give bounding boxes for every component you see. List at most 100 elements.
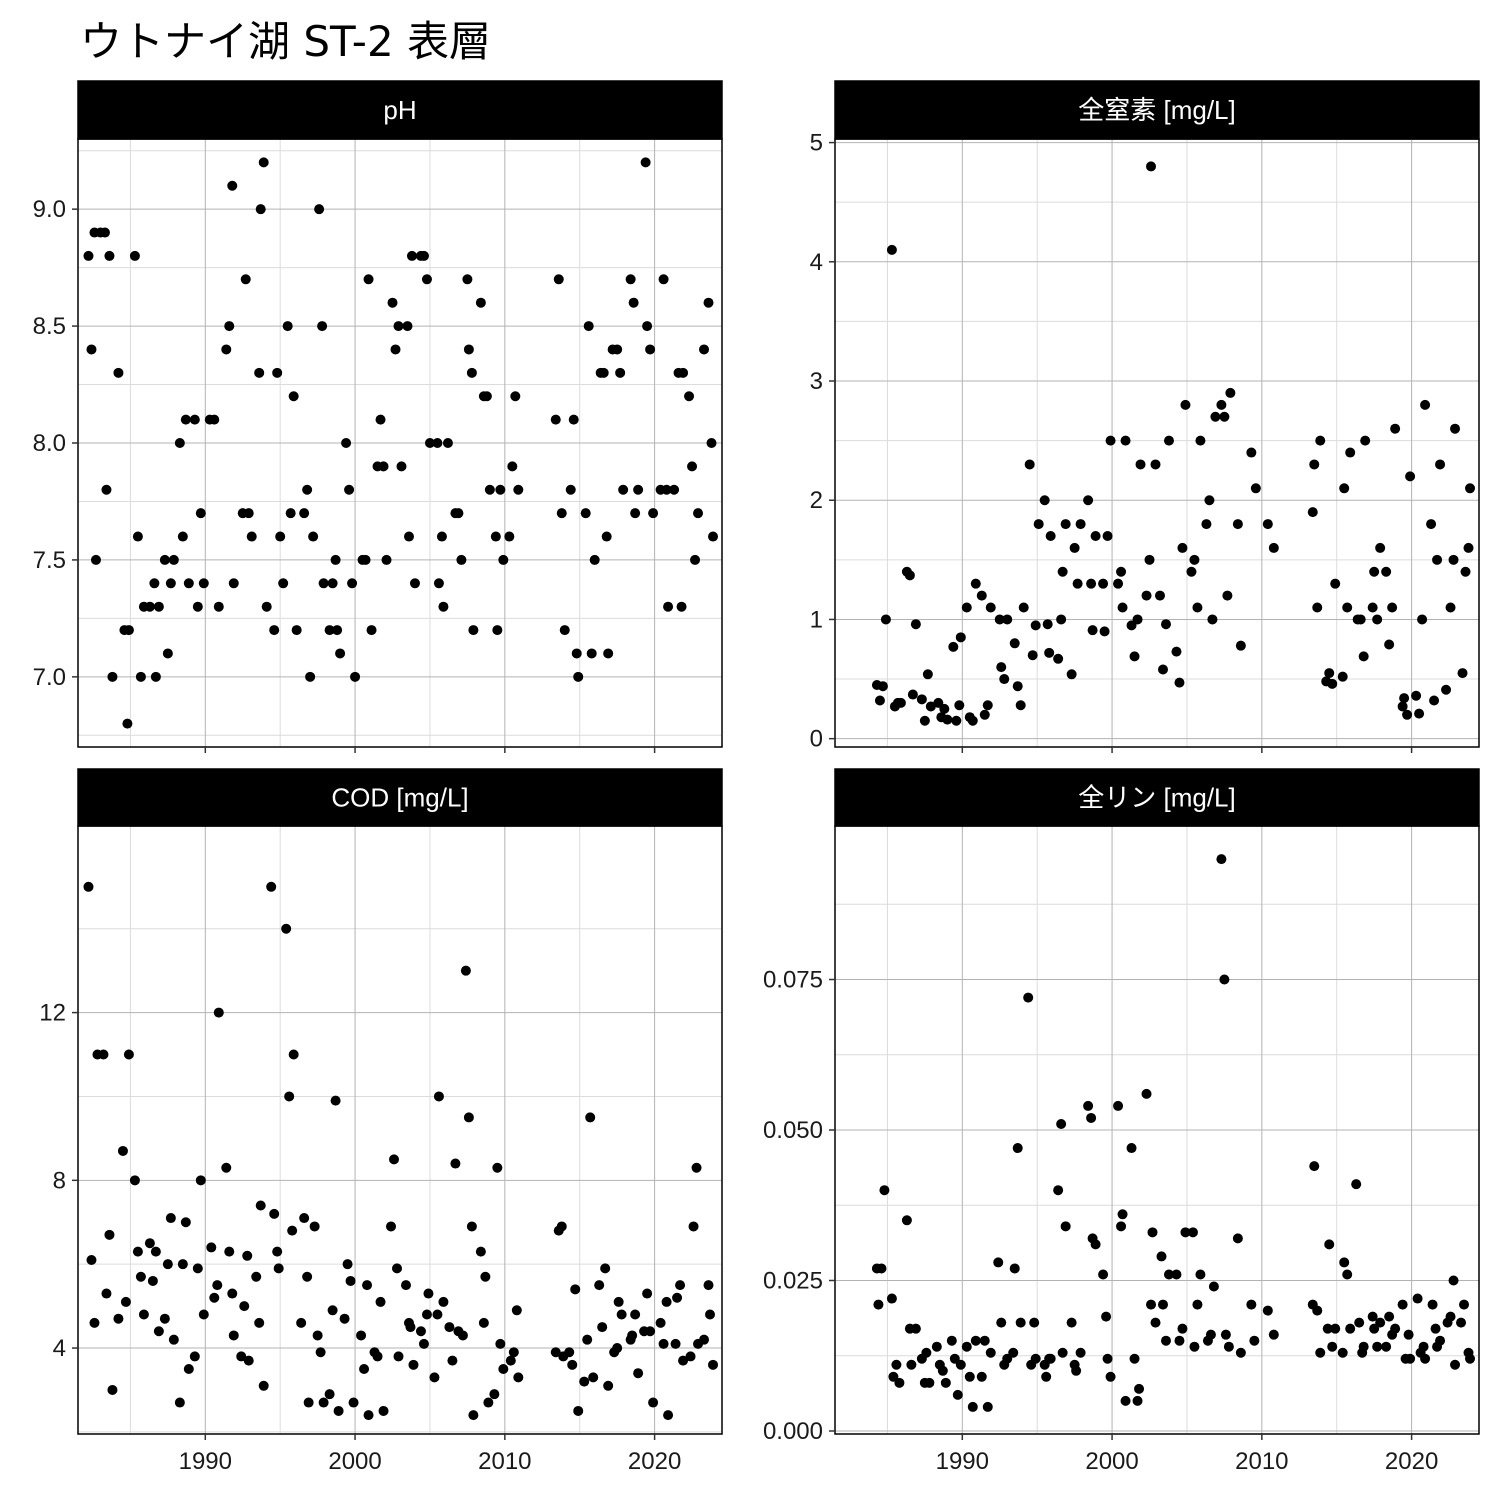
data-point	[174, 1397, 185, 1408]
data-point	[877, 681, 888, 692]
data-point	[955, 1359, 966, 1370]
data-point	[571, 648, 582, 659]
data-point	[1192, 602, 1203, 613]
data-point	[663, 1410, 674, 1421]
data-point	[874, 695, 885, 706]
data-point	[1002, 614, 1013, 625]
data-point	[1342, 1269, 1353, 1280]
data-point	[275, 531, 286, 542]
data-point	[1101, 1311, 1112, 1322]
data-point	[688, 1221, 699, 1232]
data-point	[1262, 519, 1273, 530]
data-point	[350, 671, 361, 682]
data-point	[1195, 1269, 1206, 1280]
data-point	[393, 321, 404, 332]
data-point	[403, 531, 414, 542]
data-point	[405, 1322, 416, 1333]
data-point	[168, 554, 179, 565]
data-point	[976, 1371, 987, 1382]
data-point	[489, 1389, 500, 1400]
y-tick-label: 2	[810, 487, 823, 514]
data-point	[86, 1254, 97, 1265]
data-point	[895, 697, 906, 708]
data-point	[438, 601, 449, 612]
data-point	[1358, 651, 1369, 662]
data-point	[1180, 399, 1191, 410]
data-point	[251, 1271, 262, 1282]
data-point	[1235, 1347, 1246, 1358]
data-point	[699, 1334, 710, 1345]
data-point	[308, 531, 319, 542]
data-point	[299, 508, 310, 519]
data-point	[645, 1326, 656, 1337]
data-point	[1459, 1299, 1470, 1310]
data-point	[303, 1397, 314, 1408]
data-point	[183, 578, 194, 589]
data-point	[135, 671, 146, 682]
data-point	[1015, 700, 1026, 711]
y-tick-label: 4	[53, 1335, 66, 1362]
data-point	[408, 1359, 419, 1370]
data-point	[1330, 578, 1341, 589]
data-point	[492, 1162, 503, 1173]
data-point	[1354, 1317, 1365, 1328]
data-point	[409, 578, 420, 589]
data-point	[904, 570, 915, 581]
data-point	[585, 1112, 596, 1123]
data-point	[1042, 619, 1053, 630]
data-point	[1324, 668, 1335, 679]
data-point	[104, 250, 115, 261]
data-point	[999, 674, 1010, 685]
data-point	[603, 648, 614, 659]
page-title: ウトナイ湖 ST-2 表層	[80, 17, 492, 66]
data-point	[1315, 435, 1326, 446]
data-point	[553, 274, 564, 285]
data-point	[1429, 695, 1440, 706]
data-point	[159, 554, 170, 565]
data-point	[132, 531, 143, 542]
data-point	[1387, 602, 1398, 613]
data-point	[1405, 1353, 1416, 1364]
data-point	[1171, 646, 1182, 657]
data-point	[288, 1049, 299, 1060]
data-point	[1367, 602, 1378, 613]
data-point	[1381, 1341, 1392, 1352]
data-point	[1465, 1353, 1476, 1364]
data-point	[996, 1317, 1007, 1328]
data-point	[873, 1299, 884, 1310]
data-point	[466, 1221, 477, 1232]
data-point	[495, 1338, 506, 1349]
data-point	[269, 1208, 280, 1219]
data-point	[1367, 1311, 1378, 1322]
data-point	[1116, 566, 1127, 577]
data-point	[1045, 530, 1056, 541]
data-point	[424, 438, 435, 448]
data-point	[570, 1284, 581, 1295]
data-point	[261, 601, 272, 612]
data-point	[550, 414, 561, 425]
data-point	[132, 1246, 143, 1257]
data-point	[122, 718, 133, 729]
y-tick-label: 9.0	[33, 196, 66, 223]
data-point	[1403, 1329, 1414, 1340]
data-point	[1056, 614, 1067, 625]
data-point	[463, 344, 474, 355]
data-point	[1057, 1347, 1068, 1358]
data-point	[444, 1322, 455, 1333]
data-point	[1189, 1341, 1200, 1352]
facet-panel: 全リン [mg/L] 0.000 0.025 0.050 0.075 1990 2000 20…	[763, 768, 1480, 1475]
x-tick-label: 1990	[179, 1448, 232, 1475]
data-point	[104, 1229, 115, 1240]
data-point	[1232, 1233, 1243, 1244]
data-point	[138, 1309, 149, 1320]
data-point	[1057, 566, 1068, 577]
data-point	[876, 1263, 887, 1274]
data-point	[86, 344, 97, 355]
data-point	[1163, 435, 1174, 446]
data-point	[287, 1225, 298, 1236]
data-point	[612, 344, 623, 355]
data-point	[1268, 542, 1279, 553]
data-point	[946, 1335, 957, 1346]
data-point	[498, 1364, 509, 1375]
data-point	[281, 923, 292, 934]
